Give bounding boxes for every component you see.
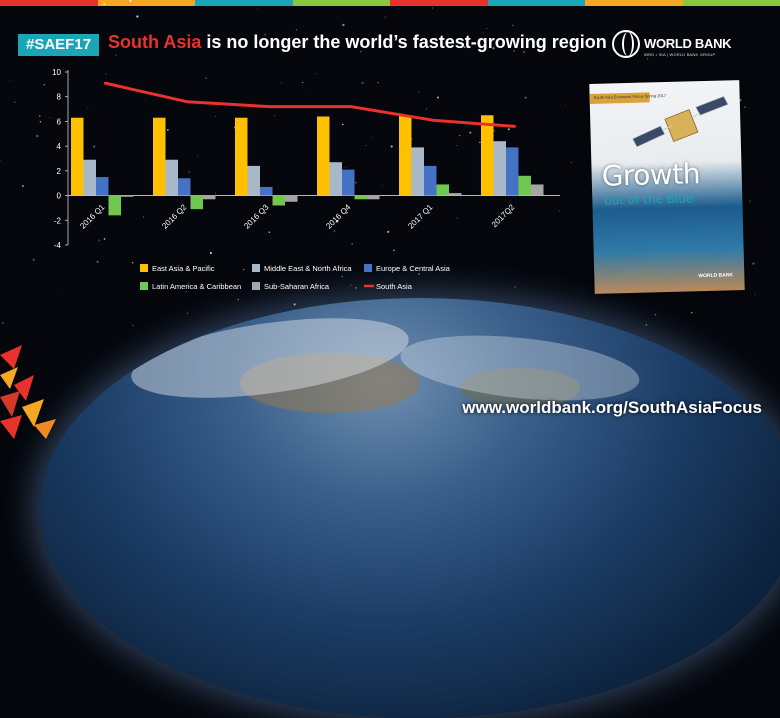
- bar: [285, 196, 298, 202]
- x-tick-label: 2016 Q3: [242, 202, 270, 230]
- y-tick-label: 2: [57, 167, 62, 176]
- bar: [424, 166, 437, 196]
- bar: [166, 160, 179, 196]
- x-tick-label: 2016 Q1: [78, 202, 106, 230]
- bar: [121, 196, 134, 197]
- bar: [449, 193, 462, 195]
- cover-title: Growth: [601, 157, 700, 193]
- bar: [191, 196, 204, 210]
- line-point: [432, 119, 434, 121]
- y-tick-label: 0: [57, 192, 62, 201]
- legend-swatch: [252, 282, 260, 290]
- x-tick-label: 2016 Q2: [160, 202, 188, 230]
- bar: [248, 166, 261, 196]
- y-tick-label: -2: [54, 216, 62, 225]
- legend-entry: Latin America & Caribbean: [152, 282, 241, 291]
- legend-swatch: [140, 264, 148, 272]
- legend-swatch: [140, 282, 148, 290]
- bar: [153, 118, 166, 196]
- legend-swatch: [364, 264, 372, 272]
- bar: [178, 178, 191, 195]
- x-tick-label: 2017 Q1: [406, 202, 434, 230]
- bar: [203, 196, 216, 200]
- cover-subtitle: out of the Blue: [604, 191, 693, 207]
- bar: [494, 141, 507, 195]
- bar: [412, 147, 425, 195]
- report-cover: South Asia Economic Focus Spring 2017 Gr…: [589, 80, 744, 294]
- bar: [317, 116, 330, 195]
- legend-entry: East Asia & Pacific: [152, 264, 215, 273]
- line-point: [350, 105, 352, 107]
- y-tick-label: 8: [57, 93, 62, 102]
- bar: [399, 115, 412, 195]
- footer-url: www.worldbank.org/SouthAsiaFocus: [462, 398, 762, 418]
- bar: [273, 196, 286, 206]
- line-point: [514, 125, 516, 127]
- bar: [531, 184, 544, 195]
- bar: [235, 118, 248, 196]
- y-tick-label: -4: [54, 241, 62, 250]
- legend-entry: Europe & Central Asia: [376, 264, 451, 273]
- bar: [506, 147, 519, 195]
- bar: [96, 177, 109, 196]
- cover-publisher: WORLD BANK: [698, 272, 733, 279]
- x-tick-label: 2016 Q4: [324, 202, 352, 230]
- bar: [84, 160, 97, 196]
- bar: [481, 115, 494, 195]
- satellite-icon: [630, 94, 732, 157]
- legend-swatch: [252, 264, 260, 272]
- x-tick-label: 2017Q2: [490, 202, 517, 229]
- legend-entry: Sub-Saharan Africa: [264, 282, 330, 291]
- y-tick-label: 6: [57, 117, 62, 126]
- y-tick-label: 10: [52, 68, 61, 77]
- bar: [519, 176, 532, 196]
- line-point: [104, 82, 106, 84]
- bar: [71, 118, 84, 196]
- bar: [437, 184, 450, 195]
- bar: [342, 170, 355, 196]
- line-point: [268, 105, 270, 107]
- bar: [367, 196, 380, 200]
- series-line: [105, 83, 515, 126]
- bar: [355, 196, 368, 200]
- bar: [260, 187, 273, 196]
- line-point: [186, 100, 188, 102]
- y-tick-label: 4: [57, 142, 62, 151]
- legend-entry: Middle East & North Africa: [264, 264, 352, 273]
- legend-entry: South Asia: [376, 282, 413, 291]
- bar: [330, 162, 343, 195]
- bar: [109, 196, 122, 216]
